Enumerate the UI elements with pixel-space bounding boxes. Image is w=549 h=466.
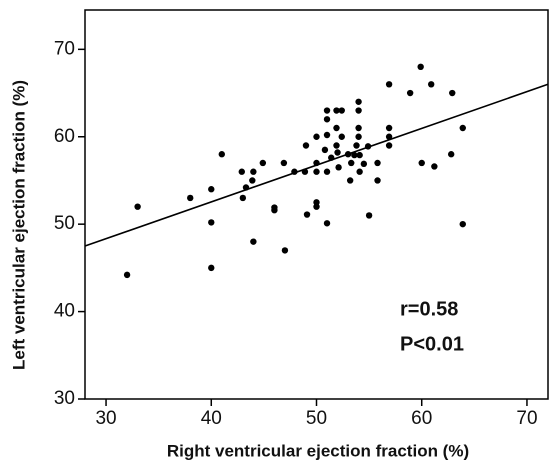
- point: [250, 168, 257, 175]
- annotation: r=0.58: [400, 298, 458, 320]
- point: [459, 220, 466, 228]
- point: [291, 168, 298, 175]
- point: [335, 164, 342, 171]
- point: [302, 142, 310, 149]
- point: [355, 133, 362, 140]
- point: [364, 143, 372, 150]
- point: [348, 159, 355, 167]
- point: [238, 168, 245, 175]
- point: [321, 146, 329, 154]
- point: [356, 168, 363, 175]
- point: [134, 203, 141, 210]
- point: [418, 159, 425, 167]
- x-tick-label: 60: [411, 408, 432, 429]
- point: [250, 238, 257, 245]
- point: [344, 151, 352, 158]
- point: [281, 247, 289, 254]
- point: [351, 151, 358, 159]
- point: [323, 116, 331, 123]
- point: [301, 168, 309, 175]
- point: [313, 133, 320, 140]
- point: [333, 142, 340, 149]
- point: [323, 168, 331, 175]
- point: [280, 159, 288, 167]
- point: [323, 220, 331, 227]
- point: [208, 219, 215, 226]
- point: [249, 177, 256, 184]
- point: [338, 133, 345, 140]
- point: [313, 168, 320, 175]
- point: [303, 211, 311, 218]
- y-tick-label: 50: [54, 213, 75, 234]
- point: [208, 264, 215, 272]
- point: [385, 124, 393, 132]
- point: [333, 107, 340, 114]
- point: [239, 194, 247, 202]
- point: [323, 107, 331, 114]
- point: [385, 81, 393, 88]
- x-tick-label: 70: [516, 408, 537, 429]
- point: [187, 194, 194, 202]
- point: [385, 142, 393, 149]
- point: [259, 159, 267, 167]
- point: [431, 163, 438, 170]
- x-axis-title: Right ventricular ejection fraction (%): [167, 441, 469, 460]
- x-tick-label: 30: [95, 408, 116, 429]
- y-tick-label: 60: [54, 126, 75, 147]
- point: [313, 203, 320, 210]
- point: [447, 151, 455, 158]
- point: [417, 63, 424, 71]
- point: [356, 151, 363, 159]
- point: [346, 177, 354, 184]
- x-tick-label: 50: [306, 408, 327, 429]
- point: [459, 124, 466, 132]
- point: [208, 186, 215, 193]
- point: [334, 149, 341, 156]
- x-tick-label: 40: [201, 408, 222, 429]
- point: [313, 159, 320, 167]
- y-tick-label: 30: [54, 388, 75, 409]
- point: [360, 160, 368, 168]
- point: [333, 124, 340, 132]
- point: [427, 81, 435, 88]
- y-axis-title: Left ventricular ejection fraction (%): [9, 80, 28, 370]
- point: [355, 98, 362, 105]
- point: [406, 89, 414, 97]
- y-tick-label: 40: [54, 301, 75, 322]
- point: [271, 206, 278, 214]
- point: [123, 271, 131, 279]
- point: [355, 107, 362, 114]
- annotation: P<0.01: [400, 333, 464, 355]
- point: [353, 142, 360, 149]
- point: [338, 107, 345, 114]
- point: [355, 124, 362, 132]
- point: [365, 212, 373, 219]
- point: [218, 151, 225, 158]
- point: [242, 184, 250, 191]
- y-tick-label: 70: [54, 38, 75, 59]
- point: [374, 159, 381, 167]
- point: [449, 89, 456, 97]
- point: [374, 177, 381, 184]
- point: [328, 154, 335, 161]
- point: [385, 133, 393, 140]
- point: [323, 131, 331, 139]
